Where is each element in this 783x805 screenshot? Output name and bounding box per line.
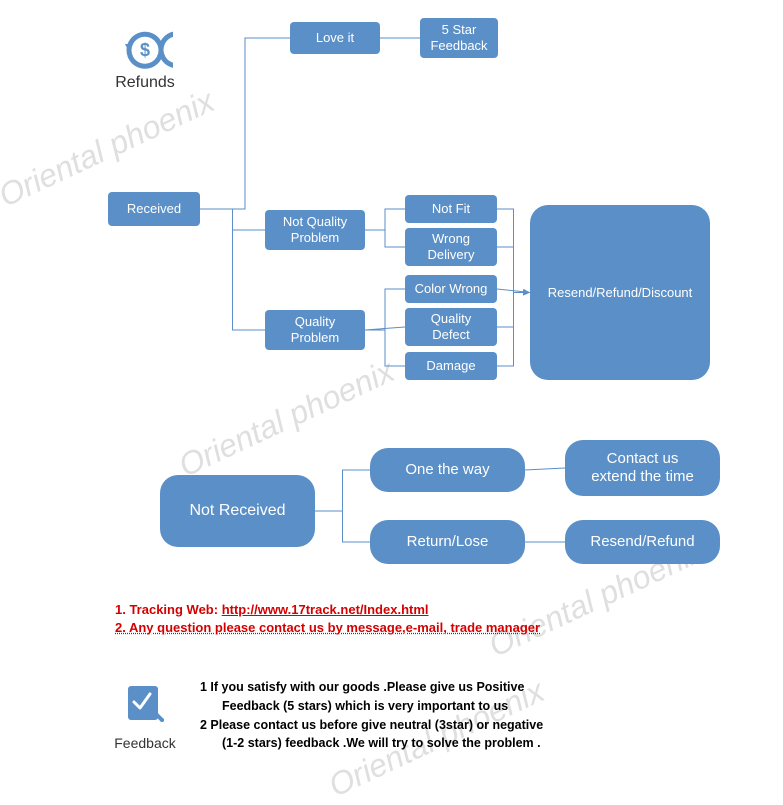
node-contactus: Contact usextend the time (565, 440, 720, 496)
feedback-label: Feedback (105, 735, 185, 751)
node-returnlose: Return/Lose (370, 520, 525, 564)
node-received: Received (108, 192, 200, 226)
feedback-text: 1 If you satisfy with our goods .Please … (200, 678, 640, 753)
refunds-label: Refunds (105, 74, 185, 92)
node-quality: QualityProblem (265, 310, 365, 350)
flowchart-edges (0, 0, 783, 777)
tracking-link[interactable]: http://www.17track.net/Index.html (222, 602, 429, 617)
footer-tracking-line: 1. Tracking Web: http://www.17track.net/… (115, 602, 429, 617)
node-feedback5: 5 StarFeedback (420, 18, 498, 58)
svg-text:$: $ (140, 40, 150, 60)
node-resend: Resend/Refund/Discount (530, 205, 710, 380)
node-resendrefund: Resend/Refund (565, 520, 720, 564)
node-ontheway: One the way (370, 448, 525, 492)
node-qualdefect: QualityDefect (405, 308, 497, 346)
refunds-header: $ Refunds (105, 30, 185, 92)
node-notquality: Not QualityProblem (265, 210, 365, 250)
node-wrongdel: WrongDelivery (405, 228, 497, 266)
node-loveit: Love it (290, 22, 380, 54)
refund-icon: $ (117, 30, 173, 70)
watermark: Oriental phoenix (173, 352, 400, 484)
node-colorwrong: Color Wrong (405, 275, 497, 303)
node-notreceived: Not Received (160, 475, 315, 547)
feedback-header: Feedback (105, 680, 185, 751)
feedback-icon (122, 680, 168, 726)
footer-contact-line: 2. Any question please contact us by mes… (115, 620, 540, 635)
node-damage: Damage (405, 352, 497, 380)
node-notfit: Not Fit (405, 195, 497, 223)
